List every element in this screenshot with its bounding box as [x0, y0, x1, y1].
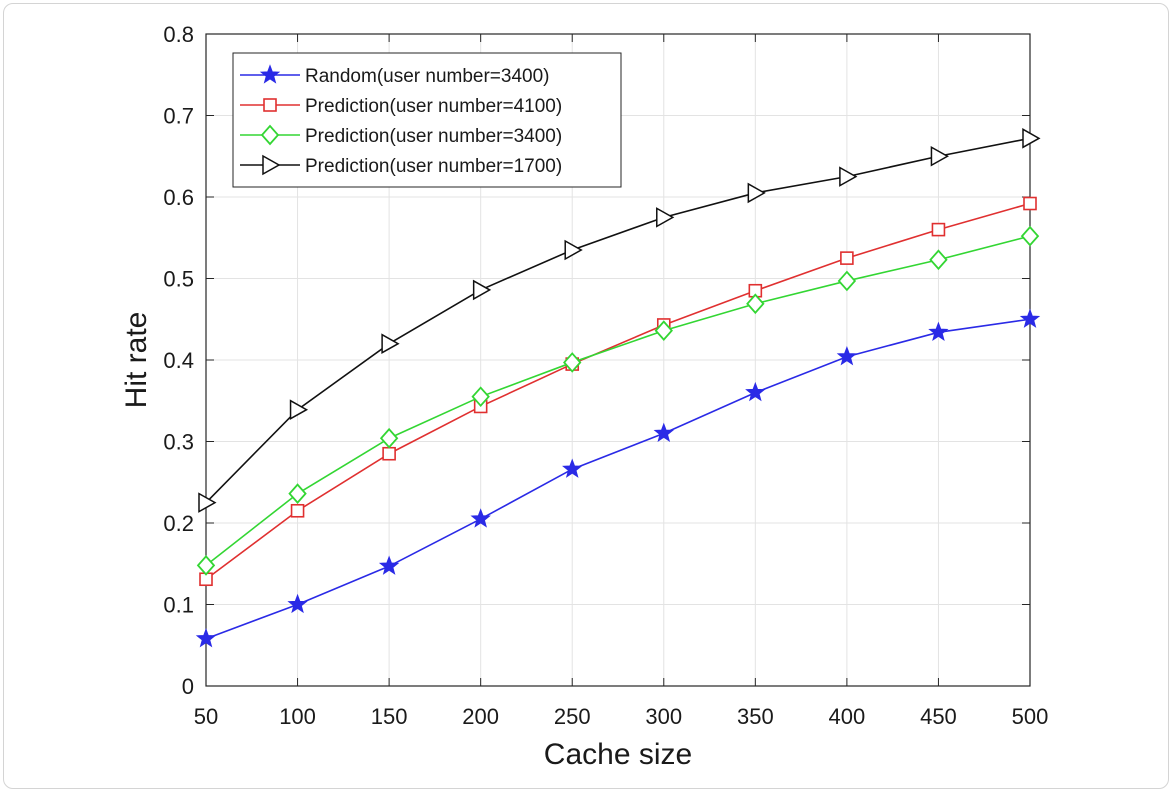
data-point — [288, 483, 307, 505]
y-tick-label: 0.3 — [163, 430, 194, 455]
x-tick-label: 500 — [1012, 704, 1049, 729]
x-tick-label: 200 — [462, 704, 499, 729]
data-point — [198, 492, 217, 513]
data-point — [654, 320, 673, 342]
legend-marker — [262, 154, 281, 176]
y-tick-label: 0.8 — [163, 22, 194, 47]
y-tick-label: 0.4 — [163, 348, 194, 373]
legend-item: Prediction(user number=3400) — [240, 124, 562, 147]
data-point — [839, 166, 858, 187]
y-tick-label: 0.5 — [163, 267, 194, 292]
data-point — [1022, 128, 1041, 149]
legend-item: Prediction(user number=4100) — [240, 96, 562, 117]
data-point — [378, 555, 400, 575]
data-point — [196, 555, 216, 576]
legend-label: Prediction(user number=3400) — [305, 126, 562, 147]
series-line — [205, 235, 1031, 567]
y-tick-label: 0.6 — [163, 185, 194, 210]
data-point — [745, 381, 766, 402]
series-0 — [195, 308, 1041, 648]
legend: Random(user number=3400) Prediction(user … — [232, 52, 622, 188]
x-tick-label: 450 — [920, 704, 957, 729]
legend-label: Prediction(user number=4100) — [305, 96, 562, 117]
data-point — [287, 593, 308, 614]
data-point — [472, 279, 492, 301]
data-point — [1019, 308, 1041, 328]
legend-item: Prediction(user number=1700) — [240, 154, 562, 177]
data-point — [379, 427, 399, 449]
legend-marker — [263, 98, 277, 112]
y-tick-label: 0.7 — [163, 104, 194, 129]
data-point — [290, 503, 305, 518]
data-point — [656, 207, 675, 228]
data-point — [836, 346, 858, 366]
y-tick-label: 0 — [182, 674, 194, 699]
legend-label: Prediction(user number=1700) — [305, 156, 562, 177]
series-3 — [198, 128, 1041, 513]
legend-item: Random(user number=3400) — [240, 64, 550, 87]
data-point — [746, 293, 765, 315]
series-2 — [196, 225, 1040, 576]
ticks: 50 100 150 200 250 300 350 400 450 500 0 0.1 0.2 0.3 0… — [163, 22, 1048, 729]
x-tick-label: 50 — [194, 704, 218, 729]
legend-marker — [260, 124, 280, 146]
x-tick-label: 350 — [737, 704, 774, 729]
data-point — [747, 182, 766, 204]
data-point — [1023, 196, 1037, 211]
x-tick-label: 400 — [829, 704, 866, 729]
legend-marker — [259, 64, 281, 84]
data-point — [840, 251, 854, 265]
y-tick-label: 0.1 — [163, 593, 194, 618]
x-axis-label: Cache size — [544, 738, 692, 771]
data-point — [563, 352, 582, 373]
x-tick-label: 250 — [554, 704, 591, 729]
data-point — [1020, 225, 1040, 247]
y-tick-label: 0.2 — [163, 511, 194, 536]
data-point — [382, 446, 396, 461]
series-line — [205, 137, 1031, 504]
data-point — [470, 508, 491, 528]
series-1 — [199, 196, 1037, 587]
data-point — [381, 333, 400, 354]
data-point — [653, 422, 674, 443]
series-line — [205, 318, 1031, 640]
data-point — [837, 270, 857, 292]
data-point — [195, 628, 217, 648]
data-point — [929, 249, 948, 271]
y-axis-label: Hit rate — [120, 312, 153, 409]
x-tick-label: 150 — [371, 704, 408, 729]
data-point — [931, 222, 946, 237]
data-point — [562, 458, 583, 478]
data-point — [564, 239, 583, 261]
series-line — [205, 202, 1031, 580]
x-tick-label: 300 — [645, 704, 682, 729]
data-point — [928, 321, 949, 341]
x-tick-label: 100 — [279, 704, 316, 729]
legend-label: Random(user number=3400) — [305, 66, 550, 87]
data-point — [289, 399, 309, 420]
data-point — [471, 386, 490, 408]
data-point — [930, 145, 949, 167]
